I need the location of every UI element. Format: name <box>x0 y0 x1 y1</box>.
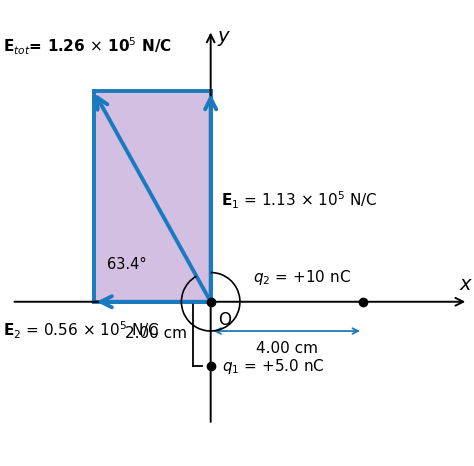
Text: $\mathbf{E}_{tot}$= 1.26 $\times$ 10$^5$ N/C: $\mathbf{E}_{tot}$= 1.26 $\times$ 10$^5$… <box>3 35 172 57</box>
Bar <box>94 91 210 302</box>
Text: $q_1$ = +5.0 nC: $q_1$ = +5.0 nC <box>222 356 325 376</box>
Text: y: y <box>218 27 229 46</box>
Text: $\mathbf{E}_2$ = 0.56 $\times$ 10$^5$ N/C: $\mathbf{E}_2$ = 0.56 $\times$ 10$^5$ N/… <box>3 319 160 341</box>
Text: x: x <box>460 275 471 295</box>
Text: 4.00 cm: 4.00 cm <box>256 341 318 356</box>
Text: $\mathbf{E}_1$ = 1.13 $\times$ 10$^5$ N/C: $\mathbf{E}_1$ = 1.13 $\times$ 10$^5$ N/… <box>221 190 378 212</box>
Text: O: O <box>218 310 231 329</box>
Text: 2.00 cm: 2.00 cm <box>125 327 187 342</box>
Text: $q_2$ = +10 nC: $q_2$ = +10 nC <box>253 268 351 287</box>
Text: 63.4°: 63.4° <box>107 258 146 273</box>
